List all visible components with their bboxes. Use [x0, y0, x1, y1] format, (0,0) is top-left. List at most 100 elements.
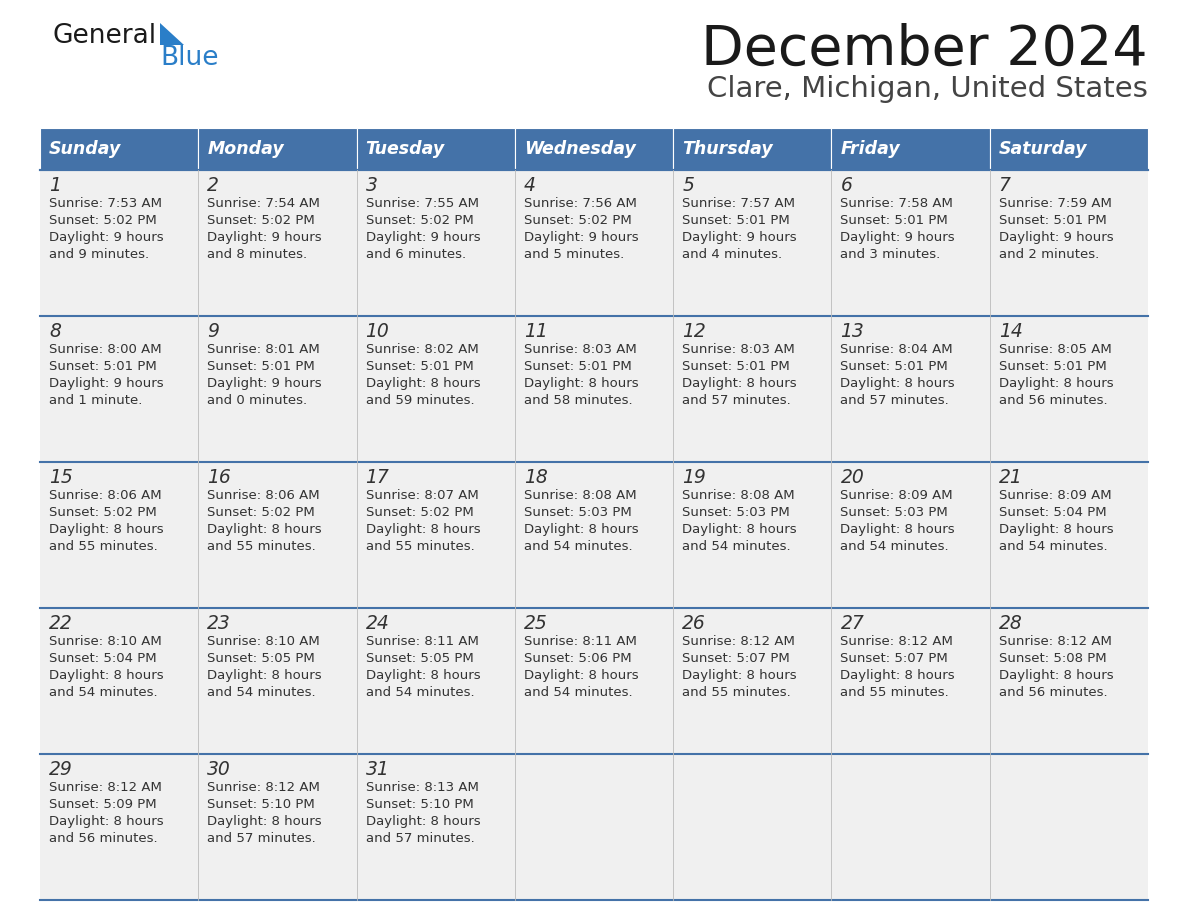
Text: and 5 minutes.: and 5 minutes.	[524, 248, 624, 261]
Text: Sunset: 5:01 PM: Sunset: 5:01 PM	[999, 360, 1106, 373]
Text: Sunset: 5:09 PM: Sunset: 5:09 PM	[49, 798, 157, 811]
Text: Thursday: Thursday	[682, 140, 773, 158]
Text: Sunrise: 8:12 AM: Sunrise: 8:12 AM	[49, 781, 162, 794]
Text: Blue: Blue	[160, 45, 219, 71]
Bar	[832, 462, 990, 608]
Text: and 4 minutes.: and 4 minutes.	[682, 248, 782, 261]
Text: Sunrise: 8:12 AM: Sunrise: 8:12 AM	[682, 635, 795, 648]
Bar	[198, 754, 356, 900]
Bar	[674, 608, 832, 754]
Text: 29: 29	[49, 760, 72, 779]
Text: Daylight: 8 hours: Daylight: 8 hours	[49, 815, 164, 828]
Text: Sunday: Sunday	[49, 140, 121, 158]
Bar	[674, 316, 832, 462]
Bar	[514, 462, 674, 608]
Text: Sunset: 5:10 PM: Sunset: 5:10 PM	[207, 798, 315, 811]
Text: and 56 minutes.: and 56 minutes.	[999, 686, 1107, 699]
Text: 14: 14	[999, 322, 1023, 341]
Text: Daylight: 9 hours: Daylight: 9 hours	[49, 231, 164, 244]
Text: Sunrise: 8:12 AM: Sunrise: 8:12 AM	[207, 781, 320, 794]
Text: Sunset: 5:05 PM: Sunset: 5:05 PM	[366, 652, 473, 665]
Text: and 54 minutes.: and 54 minutes.	[524, 686, 632, 699]
Text: and 55 minutes.: and 55 minutes.	[207, 540, 316, 553]
Text: 6: 6	[840, 176, 852, 195]
Text: Sunrise: 8:06 AM: Sunrise: 8:06 AM	[49, 489, 162, 502]
Bar	[356, 608, 514, 754]
Text: Sunset: 5:07 PM: Sunset: 5:07 PM	[840, 652, 948, 665]
Text: Daylight: 8 hours: Daylight: 8 hours	[207, 815, 322, 828]
Text: Daylight: 8 hours: Daylight: 8 hours	[366, 815, 480, 828]
Text: 1: 1	[49, 176, 61, 195]
Text: Sunrise: 7:56 AM: Sunrise: 7:56 AM	[524, 197, 637, 210]
Text: Sunset: 5:01 PM: Sunset: 5:01 PM	[366, 360, 473, 373]
Text: Saturday: Saturday	[999, 140, 1087, 158]
Text: Sunrise: 8:03 AM: Sunrise: 8:03 AM	[524, 343, 637, 356]
Text: Sunrise: 7:58 AM: Sunrise: 7:58 AM	[840, 197, 953, 210]
Text: Sunset: 5:02 PM: Sunset: 5:02 PM	[524, 214, 632, 227]
Text: Sunrise: 8:09 AM: Sunrise: 8:09 AM	[840, 489, 953, 502]
Text: Sunrise: 8:04 AM: Sunrise: 8:04 AM	[840, 343, 953, 356]
Text: Sunrise: 8:07 AM: Sunrise: 8:07 AM	[366, 489, 479, 502]
Text: Sunrise: 8:13 AM: Sunrise: 8:13 AM	[366, 781, 479, 794]
Text: December 2024: December 2024	[701, 23, 1148, 77]
Text: Sunset: 5:02 PM: Sunset: 5:02 PM	[207, 214, 315, 227]
Text: Sunset: 5:01 PM: Sunset: 5:01 PM	[49, 360, 157, 373]
Text: Sunrise: 8:12 AM: Sunrise: 8:12 AM	[840, 635, 953, 648]
Text: Sunset: 5:03 PM: Sunset: 5:03 PM	[840, 506, 948, 519]
Text: and 54 minutes.: and 54 minutes.	[840, 540, 949, 553]
Text: Sunrise: 8:11 AM: Sunrise: 8:11 AM	[524, 635, 637, 648]
Text: Friday: Friday	[840, 140, 901, 158]
Text: and 57 minutes.: and 57 minutes.	[366, 832, 474, 845]
Text: 30: 30	[207, 760, 230, 779]
Text: Daylight: 9 hours: Daylight: 9 hours	[366, 231, 480, 244]
Text: Daylight: 8 hours: Daylight: 8 hours	[840, 669, 955, 682]
Text: Sunset: 5:01 PM: Sunset: 5:01 PM	[207, 360, 315, 373]
Text: Sunset: 5:01 PM: Sunset: 5:01 PM	[524, 360, 632, 373]
Bar	[198, 462, 356, 608]
Text: Daylight: 8 hours: Daylight: 8 hours	[524, 377, 638, 390]
Bar	[356, 128, 514, 170]
Text: and 54 minutes.: and 54 minutes.	[49, 686, 158, 699]
Text: Daylight: 8 hours: Daylight: 8 hours	[207, 669, 322, 682]
Bar	[832, 754, 990, 900]
Text: and 2 minutes.: and 2 minutes.	[999, 248, 1099, 261]
Text: 9: 9	[207, 322, 219, 341]
Text: Sunrise: 7:54 AM: Sunrise: 7:54 AM	[207, 197, 320, 210]
Bar	[40, 316, 198, 462]
Text: Daylight: 9 hours: Daylight: 9 hours	[840, 231, 955, 244]
Text: Sunrise: 8:02 AM: Sunrise: 8:02 AM	[366, 343, 479, 356]
Text: 28: 28	[999, 614, 1023, 633]
Text: 22: 22	[49, 614, 72, 633]
Bar	[356, 462, 514, 608]
Text: Sunset: 5:01 PM: Sunset: 5:01 PM	[682, 360, 790, 373]
Text: and 6 minutes.: and 6 minutes.	[366, 248, 466, 261]
Text: Sunset: 5:10 PM: Sunset: 5:10 PM	[366, 798, 473, 811]
Bar	[198, 170, 356, 316]
Text: and 55 minutes.: and 55 minutes.	[366, 540, 474, 553]
Text: Daylight: 8 hours: Daylight: 8 hours	[49, 523, 164, 536]
Text: 3: 3	[366, 176, 378, 195]
Bar	[674, 462, 832, 608]
Text: Sunset: 5:03 PM: Sunset: 5:03 PM	[682, 506, 790, 519]
Text: Sunrise: 8:00 AM: Sunrise: 8:00 AM	[49, 343, 162, 356]
Text: and 54 minutes.: and 54 minutes.	[207, 686, 316, 699]
Text: Daylight: 9 hours: Daylight: 9 hours	[524, 231, 638, 244]
Text: Daylight: 9 hours: Daylight: 9 hours	[49, 377, 164, 390]
Text: Sunset: 5:06 PM: Sunset: 5:06 PM	[524, 652, 632, 665]
Text: Daylight: 9 hours: Daylight: 9 hours	[682, 231, 797, 244]
Text: Sunset: 5:03 PM: Sunset: 5:03 PM	[524, 506, 632, 519]
Text: Sunrise: 7:57 AM: Sunrise: 7:57 AM	[682, 197, 795, 210]
Bar	[40, 754, 198, 900]
Text: 16: 16	[207, 468, 230, 487]
Bar	[674, 170, 832, 316]
Text: and 8 minutes.: and 8 minutes.	[207, 248, 308, 261]
Text: 12: 12	[682, 322, 706, 341]
Bar	[990, 754, 1148, 900]
Bar	[990, 462, 1148, 608]
Bar	[832, 170, 990, 316]
Text: Daylight: 8 hours: Daylight: 8 hours	[366, 669, 480, 682]
Bar	[514, 128, 674, 170]
Text: Daylight: 8 hours: Daylight: 8 hours	[840, 523, 955, 536]
Bar	[40, 462, 198, 608]
Text: Sunrise: 8:09 AM: Sunrise: 8:09 AM	[999, 489, 1111, 502]
